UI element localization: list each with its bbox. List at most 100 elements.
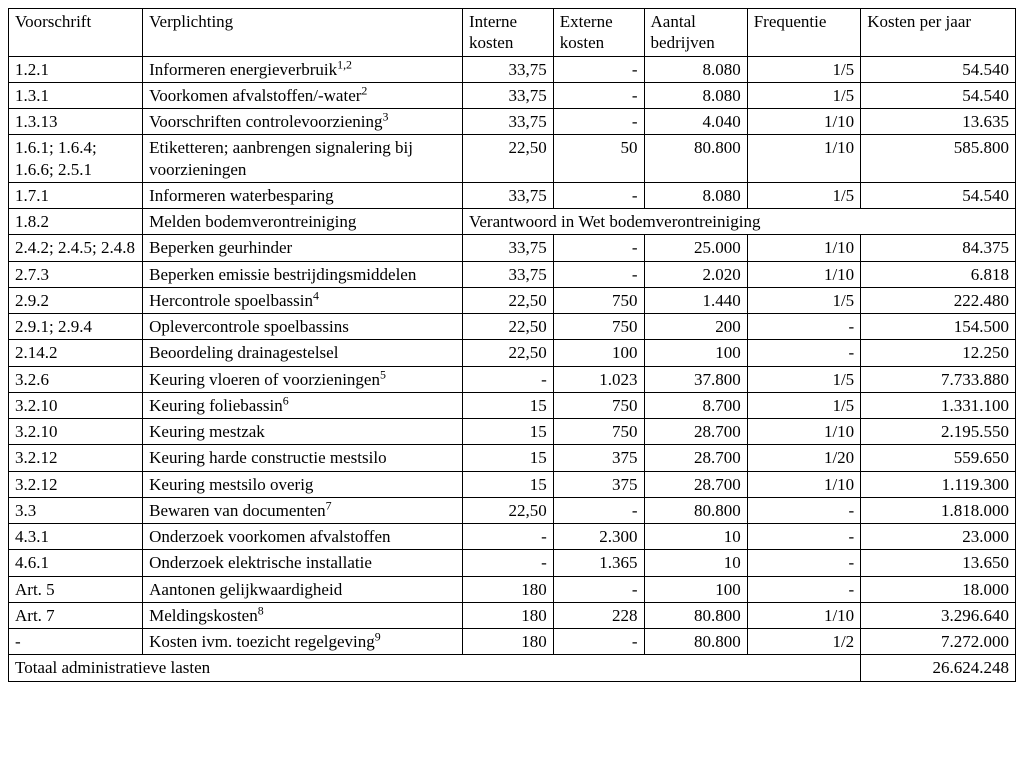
cell-voorschrift: Art. 5	[9, 576, 143, 602]
cell-aantal: 8.700	[644, 392, 747, 418]
cell-externe: 750	[553, 419, 644, 445]
table-row: 3.2.6Keuring vloeren of voorzieningen5-1…	[9, 366, 1016, 392]
cell-externe: -	[553, 497, 644, 523]
cell-verplichting: Voorschriften controlevoorziening3	[143, 109, 463, 135]
cell-verplichting: Aantonen gelijkwaardigheid	[143, 576, 463, 602]
cell-verplichting: Keuring mestsilo overig	[143, 471, 463, 497]
cell-voorschrift: 2.9.2	[9, 287, 143, 313]
table-row: 1.8.2Melden bodemverontreinigingVerantwo…	[9, 209, 1016, 235]
cell-interne: 22,50	[462, 314, 553, 340]
cell-interne: 33,75	[462, 56, 553, 82]
cell-voorschrift: 3.2.10	[9, 419, 143, 445]
cell-kosten: 54.540	[861, 82, 1016, 108]
cell-kosten: 13.650	[861, 550, 1016, 576]
cell-voorschrift: 3.2.6	[9, 366, 143, 392]
cell-verplichting: Keuring mestzak	[143, 419, 463, 445]
cell-voorschrift: 3.2.10	[9, 392, 143, 418]
cell-freq: -	[747, 576, 860, 602]
cell-freq: 1/20	[747, 445, 860, 471]
cell-aantal: 28.700	[644, 471, 747, 497]
cell-freq: 1/5	[747, 182, 860, 208]
cell-freq: -	[747, 340, 860, 366]
cell-freq: -	[747, 524, 860, 550]
cell-externe: 750	[553, 287, 644, 313]
cell-freq: -	[747, 497, 860, 523]
cell-verplichting: Informeren energieverbruik1,2	[143, 56, 463, 82]
cell-freq: 1/5	[747, 366, 860, 392]
cell-externe: -	[553, 629, 644, 655]
cell-verplichting: Bewaren van documenten7	[143, 497, 463, 523]
cell-externe: 50	[553, 135, 644, 183]
cell-aantal: 80.800	[644, 629, 747, 655]
cell-aantal: 28.700	[644, 445, 747, 471]
cell-freq: 1/10	[747, 471, 860, 497]
cell-verplichting: Keuring vloeren of voorzieningen5	[143, 366, 463, 392]
cell-aantal: 8.080	[644, 82, 747, 108]
cell-kosten: 222.480	[861, 287, 1016, 313]
cell-freq: 1/5	[747, 392, 860, 418]
cell-aantal: 200	[644, 314, 747, 340]
cell-voorschrift: 1.3.1	[9, 82, 143, 108]
cell-freq: -	[747, 550, 860, 576]
cell-externe: 1.365	[553, 550, 644, 576]
cell-kosten: 3.296.640	[861, 602, 1016, 628]
table-row: 2.9.1; 2.9.4Oplevercontrole spoelbassins…	[9, 314, 1016, 340]
cell-verplichting: Beperken geurhinder	[143, 235, 463, 261]
cell-interne: 22,50	[462, 287, 553, 313]
cell-aantal: 25.000	[644, 235, 747, 261]
cell-kosten: 1.119.300	[861, 471, 1016, 497]
cell-verplichting: Melden bodemverontreiniging	[143, 209, 463, 235]
cell-externe: 375	[553, 471, 644, 497]
cell-aantal: 80.800	[644, 497, 747, 523]
table-row: 2.4.2; 2.4.5; 2.4.8Beperken geurhinder33…	[9, 235, 1016, 261]
cell-kosten: 84.375	[861, 235, 1016, 261]
table-row: 1.7.1Informeren waterbesparing33,75-8.08…	[9, 182, 1016, 208]
cell-kosten: 559.650	[861, 445, 1016, 471]
table-row: 1.6.1; 1.6.4; 1.6.6; 2.5.1Etiketteren; a…	[9, 135, 1016, 183]
table-total-row: Totaal administratieve lasten26.624.248	[9, 655, 1016, 681]
col-verplichting: Verplichting	[143, 9, 463, 57]
cell-interne: 180	[462, 602, 553, 628]
cell-voorschrift: -	[9, 629, 143, 655]
costs-table: Voorschrift Verplichting Interne kosten …	[8, 8, 1016, 682]
cell-freq: 1/10	[747, 261, 860, 287]
cell-externe: -	[553, 261, 644, 287]
cell-externe: 1.023	[553, 366, 644, 392]
cell-freq: 1/2	[747, 629, 860, 655]
cell-verplichting: Meldingskosten8	[143, 602, 463, 628]
cell-verplichting: Voorkomen afvalstoffen/-water2	[143, 82, 463, 108]
table-row: 3.2.10Keuring foliebassin6157508.7001/51…	[9, 392, 1016, 418]
cell-interne: 15	[462, 471, 553, 497]
cell-aantal: 37.800	[644, 366, 747, 392]
table-row: 4.3.1Onderzoek voorkomen afvalstoffen-2.…	[9, 524, 1016, 550]
cell-interne: -	[462, 366, 553, 392]
table-row: -Kosten ivm. toezicht regelgeving9180-80…	[9, 629, 1016, 655]
cell-voorschrift: 1.7.1	[9, 182, 143, 208]
cell-aantal: 100	[644, 576, 747, 602]
cell-freq: 1/10	[747, 135, 860, 183]
cell-kosten: 7.272.000	[861, 629, 1016, 655]
cell-voorschrift: Art. 7	[9, 602, 143, 628]
col-voorschrift: Voorschrift	[9, 9, 143, 57]
cell-externe: -	[553, 56, 644, 82]
cell-interne: 180	[462, 576, 553, 602]
cell-verplichting: Keuring harde constructie mestsilo	[143, 445, 463, 471]
cell-verplichting: Onderzoek elektrische installatie	[143, 550, 463, 576]
cell-freq: 1/5	[747, 287, 860, 313]
col-externe: Externe kosten	[553, 9, 644, 57]
cell-verplichting: Beoordeling drainagestelsel	[143, 340, 463, 366]
cell-interne: -	[462, 524, 553, 550]
cell-externe: -	[553, 109, 644, 135]
cell-kosten: 12.250	[861, 340, 1016, 366]
table-row: 4.6.1Onderzoek elektrische installatie-1…	[9, 550, 1016, 576]
table-row: 1.2.1Informeren energieverbruik1,233,75-…	[9, 56, 1016, 82]
cell-kosten: 18.000	[861, 576, 1016, 602]
cell-verplichting: Keuring foliebassin6	[143, 392, 463, 418]
cell-verplichting: Informeren waterbesparing	[143, 182, 463, 208]
table-header: Voorschrift Verplichting Interne kosten …	[9, 9, 1016, 57]
cell-voorschrift: 1.6.1; 1.6.4; 1.6.6; 2.5.1	[9, 135, 143, 183]
cell-aantal: 10	[644, 550, 747, 576]
cell-interne: 33,75	[462, 82, 553, 108]
cell-externe: 228	[553, 602, 644, 628]
cell-kosten: 2.195.550	[861, 419, 1016, 445]
